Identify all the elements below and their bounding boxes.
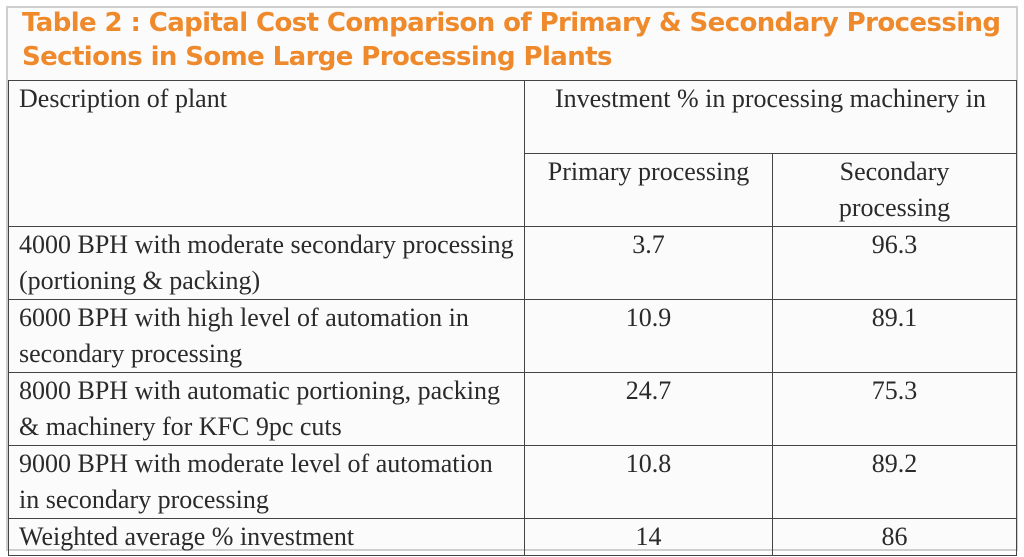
header-investment: Investment % in processing machinery in [524,80,1017,154]
summary-secondary-value: 86 [772,518,1017,556]
table-title: Table 2 : Capital Cost Comparison of Pri… [22,6,1022,74]
header-description: Description of plant [8,80,525,227]
row-description: 6000 BPH with high level of automation i… [8,299,525,373]
summary-row: Weighted average % investment 14 86 [8,518,1017,556]
table-row: 4000 BPH with moderate secondary process… [8,226,1017,300]
row-secondary-value: 89.2 [772,445,1017,519]
row-primary-value: 3.7 [524,226,773,300]
table-row: 8000 BPH with automatic portioning, pack… [8,372,1017,446]
row-primary-value: 10.9 [524,299,773,373]
row-secondary-value: 96.3 [772,226,1017,300]
summary-description: Weighted average % investment [8,518,525,556]
row-primary-value: 10.8 [524,445,773,519]
table-row: 9000 BPH with moderate level of automati… [8,445,1017,519]
header-row: Description of plant Investment % in pro… [8,80,1017,227]
row-description: 4000 BPH with moderate secondary process… [8,226,525,300]
table-row: 6000 BPH with high level of automation i… [8,299,1017,373]
row-description: 9000 BPH with moderate level of automati… [8,445,525,519]
header-secondary: Secondary processing [772,153,1017,227]
table-title-line-2: Sections in Some Large Processing Plants [22,42,612,72]
row-primary-value: 24.7 [524,372,773,446]
row-description: 8000 BPH with automatic portioning, pack… [8,372,525,446]
summary-primary-value: 14 [524,518,773,556]
capital-cost-table: Description of plant Investment % in pro… [8,80,1017,556]
header-primary: Primary processing [524,153,773,227]
row-secondary-value: 89.1 [772,299,1017,373]
table-title-line-1: Table 2 : Capital Cost Comparison of Pri… [22,8,1001,38]
row-secondary-value: 75.3 [772,372,1017,446]
